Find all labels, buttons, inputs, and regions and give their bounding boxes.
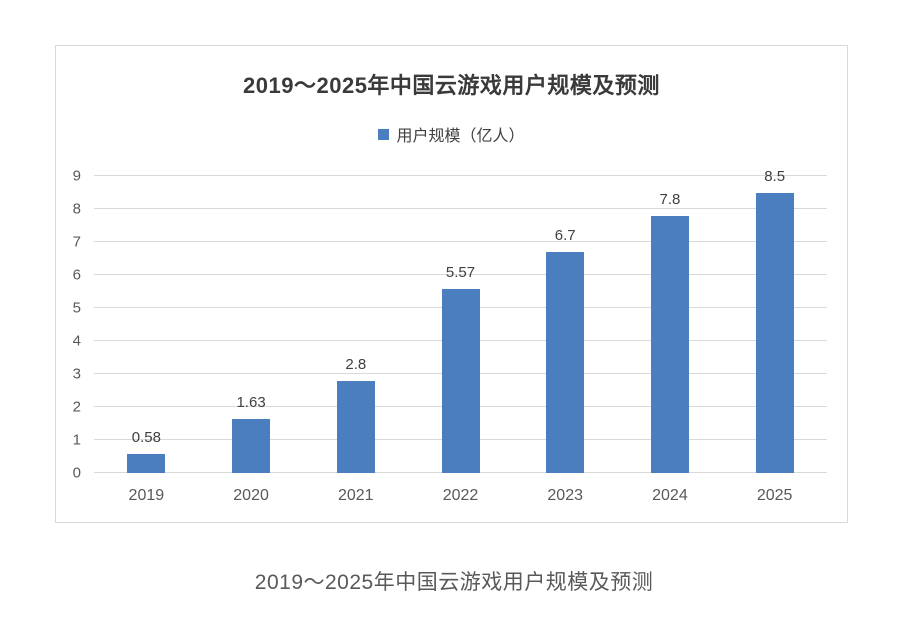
y-axis-tick-label: 2 bbox=[72, 398, 81, 416]
y-axis-tick-label: 4 bbox=[72, 332, 81, 350]
bar-value-label: 7.8 bbox=[659, 190, 681, 208]
chart-container: 2019～2025年中国云游戏用户规模及预测 用户规模（亿人） 0 1 2 3 4 5 6 7… bbox=[55, 45, 848, 523]
plot-area: 0 1 2 3 4 5 6 7 8 9 0.58 2019 1.63 2020 2.8 2021 5.57 202… bbox=[73, 168, 827, 504]
bar-2021[interactable] bbox=[336, 380, 375, 473]
bar-2022[interactable] bbox=[441, 289, 480, 473]
y-axis-tick-label: 0 bbox=[72, 464, 81, 482]
bar-2025[interactable] bbox=[755, 192, 794, 473]
bar-value-label: 5.57 bbox=[445, 264, 476, 282]
bar-2020[interactable] bbox=[232, 419, 271, 473]
gridline bbox=[94, 175, 827, 176]
y-axis-tick-label: 3 bbox=[72, 365, 81, 383]
bar-value-label: 6.7 bbox=[554, 226, 576, 244]
bar-value-label: 2.8 bbox=[345, 355, 367, 373]
y-axis-tick-label: 5 bbox=[72, 299, 81, 317]
legend-marker-icon bbox=[378, 128, 390, 140]
gridline bbox=[94, 241, 827, 242]
bar-value-label: 0.58 bbox=[131, 428, 161, 446]
bar-value-label: 8.5 bbox=[764, 167, 786, 185]
x-axis-tick-label: 2022 bbox=[442, 487, 479, 504]
y-axis-tick-label: 1 bbox=[72, 431, 81, 449]
y-axis-tick-label: 9 bbox=[72, 167, 81, 185]
bar-2019[interactable] bbox=[127, 453, 166, 473]
gridline bbox=[94, 274, 827, 275]
figure-caption: 2019～2025年中国云游戏用户规模及预测 bbox=[254, 571, 654, 594]
y-axis-tick-label: 7 bbox=[72, 233, 81, 251]
x-axis-tick-label: 2021 bbox=[337, 487, 374, 504]
x-axis-tick-label: 2020 bbox=[233, 487, 269, 504]
x-axis-tick-label: 2025 bbox=[756, 487, 793, 504]
x-axis-tick-label: 2019 bbox=[128, 487, 165, 504]
bar-value-label: 1.63 bbox=[236, 394, 266, 412]
bar-2023[interactable] bbox=[546, 251, 585, 473]
legend-label: 用户规模（亿人） bbox=[396, 128, 525, 145]
y-axis-tick-label: 6 bbox=[72, 266, 81, 284]
chart-legend: 用户规模（亿人） bbox=[56, 122, 847, 146]
y-axis-tick-label: 8 bbox=[72, 200, 81, 218]
chart-title: 2019～2025年中国云游戏用户规模及预测 bbox=[243, 73, 660, 98]
x-axis-tick-label: 2023 bbox=[547, 487, 583, 504]
gridline bbox=[94, 208, 827, 210]
x-axis-tick-label: 2024 bbox=[652, 487, 688, 504]
bar-2024[interactable] bbox=[650, 215, 689, 473]
